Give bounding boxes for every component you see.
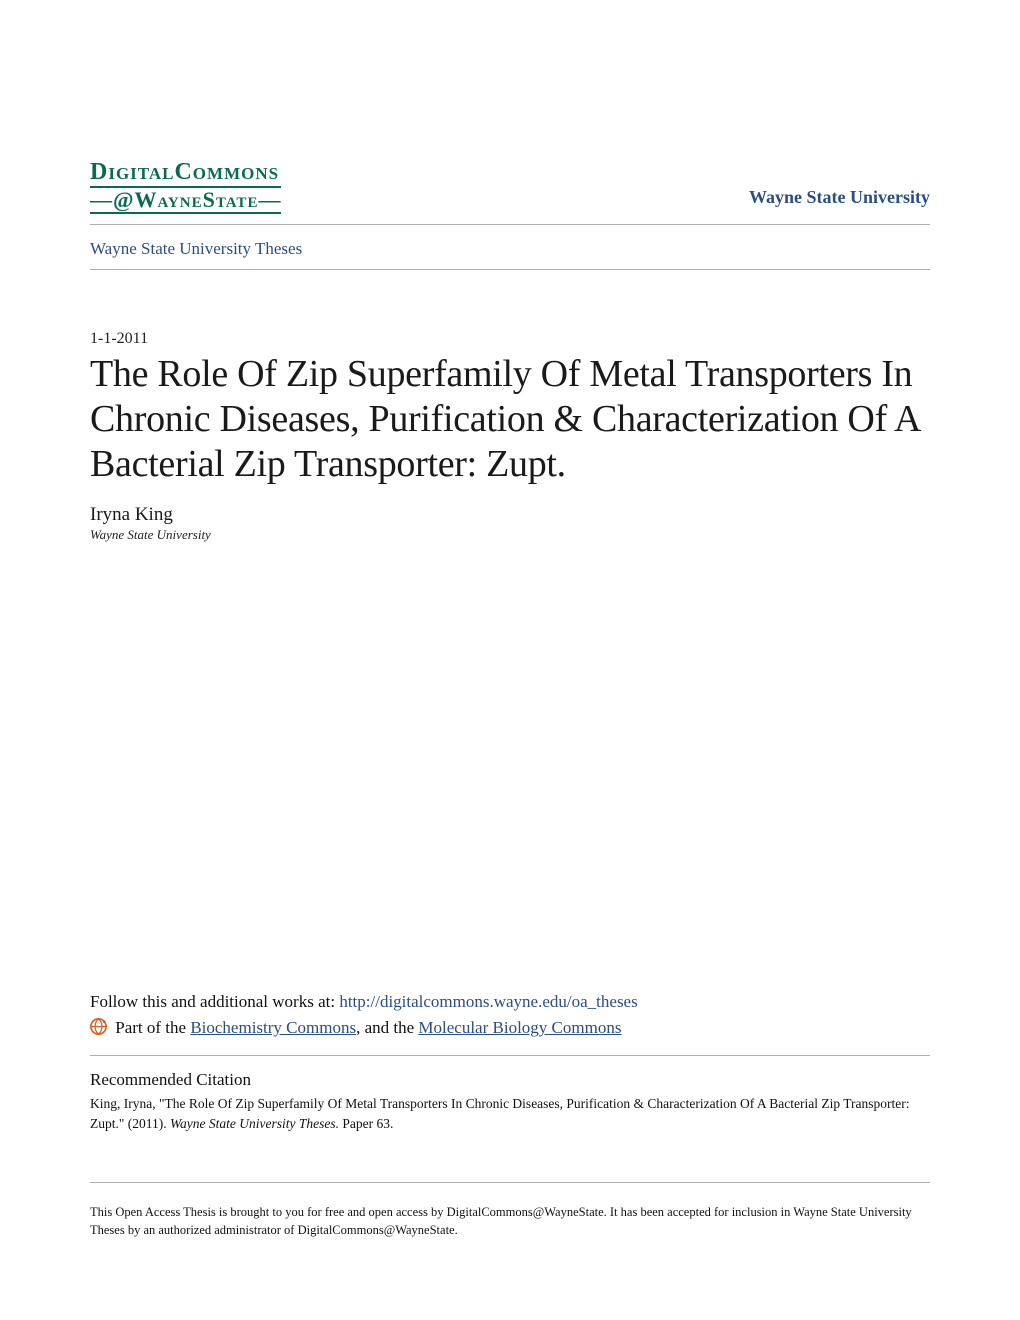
network-icon: [90, 1017, 107, 1034]
subject-link-1[interactable]: Biochemistry Commons: [190, 1018, 356, 1037]
citation-post: Paper 63.: [339, 1116, 393, 1131]
citation-text: King, Iryna, "The Role Of Zip Superfamil…: [90, 1094, 930, 1133]
part-of-lead: Part of the: [111, 1018, 190, 1037]
logo-line-1: DigitalCommons: [90, 160, 281, 184]
header-row: DigitalCommons —@WayneState— Wayne State…: [90, 160, 930, 225]
breadcrumb-row: Wayne State University Theses: [90, 225, 930, 270]
collection-link[interactable]: Wayne State University Theses: [90, 239, 302, 258]
page-container: DigitalCommons —@WayneState— Wayne State…: [0, 0, 1020, 1320]
citation-block: Recommended Citation King, Iryna, "The R…: [90, 1056, 930, 1145]
follow-line-1: Follow this and additional works at: htt…: [90, 989, 930, 1015]
university-link[interactable]: Wayne State University: [749, 187, 930, 214]
vertical-spacer: [90, 543, 930, 988]
follow-line-2: Part of the Biochemistry Commons, and th…: [90, 1015, 930, 1041]
access-footer: This Open Access Thesis is brought to yo…: [90, 1182, 930, 1241]
document-meta: 1-1-2011 The Role Of Zip Superfamily Of …: [90, 270, 930, 543]
subject-link-2[interactable]: Molecular Biology Commons: [418, 1018, 621, 1037]
follow-block: Follow this and additional works at: htt…: [90, 989, 930, 1057]
document-title: The Role Of Zip Superfamily Of Metal Tra…: [90, 352, 930, 486]
author-affiliation: Wayne State University: [90, 527, 930, 543]
author-block: Iryna King Wayne State University: [90, 504, 930, 543]
subject-joiner: , and the: [356, 1018, 418, 1037]
citation-heading: Recommended Citation: [90, 1070, 930, 1090]
citation-italic: Wayne State University Theses.: [170, 1116, 339, 1131]
follow-lead-text: Follow this and additional works at:: [90, 992, 339, 1011]
author-name: Iryna King: [90, 504, 930, 526]
logo-line-2: —@WayneState—: [90, 186, 281, 214]
publication-date: 1-1-2011: [90, 330, 930, 348]
collection-url-link[interactable]: http://digitalcommons.wayne.edu/oa_these…: [339, 992, 637, 1011]
repository-logo: DigitalCommons —@WayneState—: [90, 160, 281, 214]
